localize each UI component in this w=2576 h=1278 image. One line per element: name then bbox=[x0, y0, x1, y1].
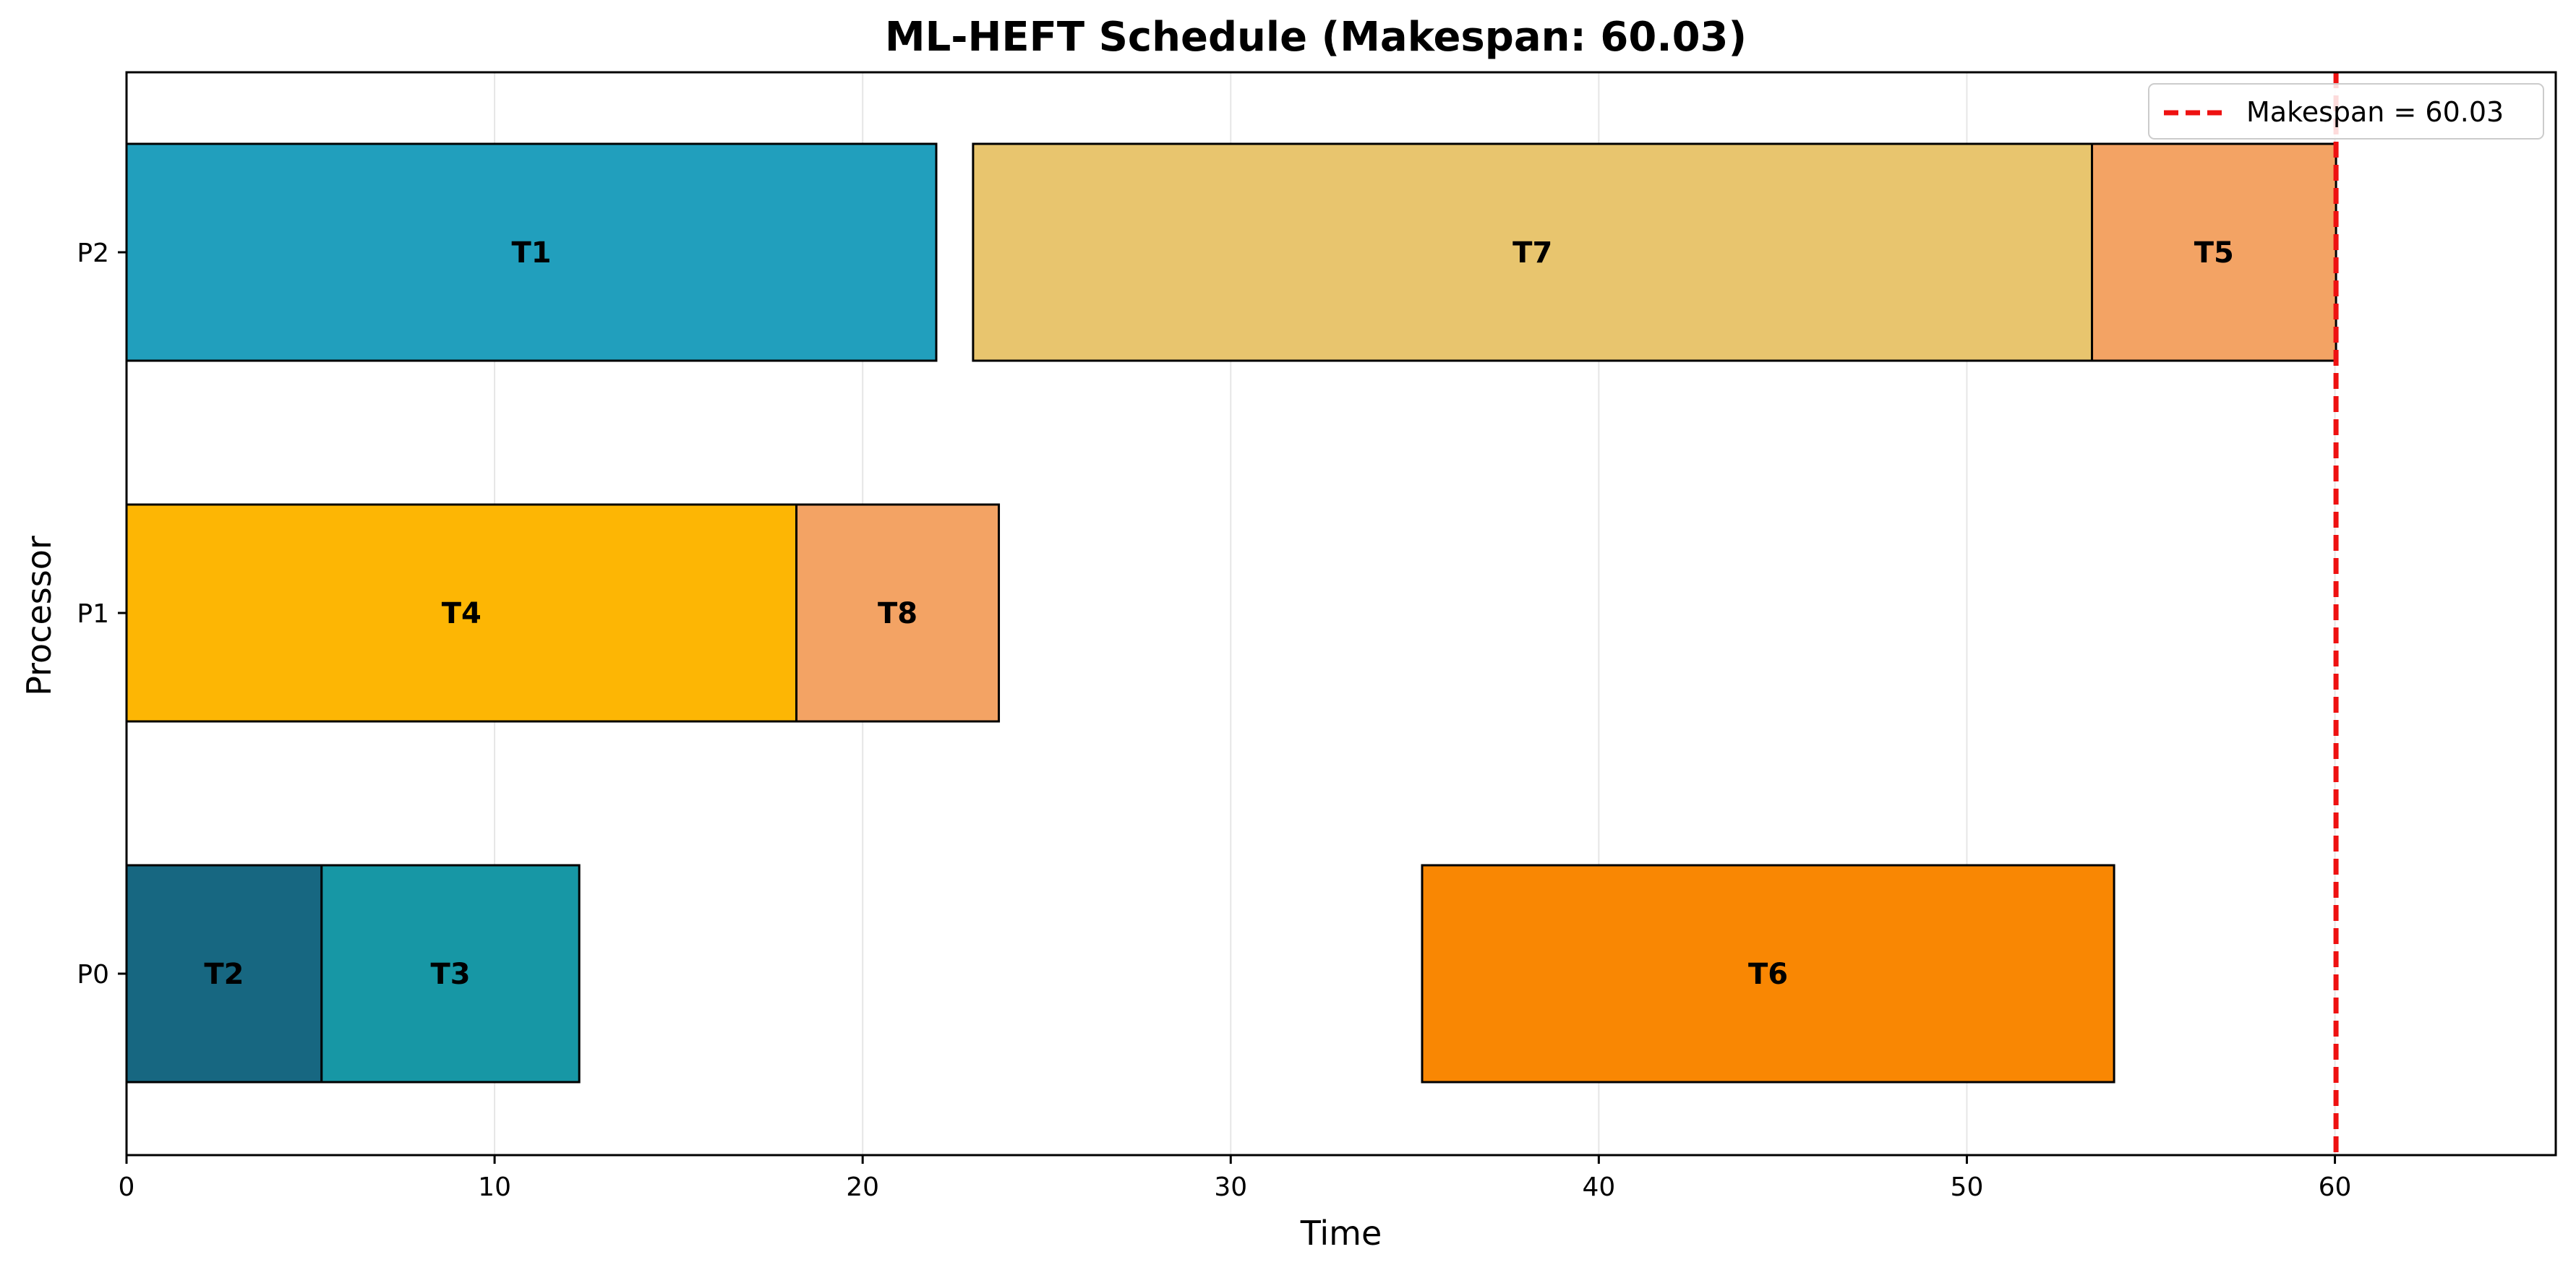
y-tick-label: P1 bbox=[77, 599, 109, 629]
x-tick-label: 50 bbox=[1951, 1172, 1984, 1202]
task-label: T2 bbox=[204, 958, 244, 991]
task-t4: T4 bbox=[125, 503, 798, 723]
task-t8: T8 bbox=[795, 503, 1001, 723]
task-label: T3 bbox=[430, 958, 470, 991]
task-t2: T2 bbox=[125, 864, 323, 1084]
y-axis-label: Processor bbox=[20, 536, 59, 696]
y-tick-label: P2 bbox=[77, 239, 109, 268]
task-bar bbox=[795, 503, 1001, 723]
task-label: T7 bbox=[1512, 236, 1552, 270]
task-bar bbox=[2091, 142, 2337, 362]
x-axis-label: Time bbox=[1300, 1214, 1382, 1253]
y-axis: P0 P1 P2 bbox=[77, 239, 127, 990]
task-t3: T3 bbox=[320, 864, 581, 1084]
task-bar bbox=[972, 142, 2094, 362]
legend-box bbox=[2148, 83, 2544, 140]
legend: Makespan = 60.03 bbox=[2148, 83, 2544, 140]
x-axis: 0 10 20 30 40 50 60 bbox=[119, 1155, 2352, 1202]
x-tick-label: 40 bbox=[1582, 1172, 1615, 1202]
task-label: T4 bbox=[442, 597, 482, 630]
y-tick-label: P0 bbox=[77, 960, 109, 990]
task-bars: T2 T3 T6 T4 T8 T1 T7 T5 bbox=[125, 142, 2337, 1084]
x-tick-label: 10 bbox=[478, 1172, 511, 1202]
x-tick-label: 20 bbox=[846, 1172, 879, 1202]
task-t6: T6 bbox=[1421, 864, 2115, 1084]
task-label: T6 bbox=[1748, 958, 1788, 991]
legend-makespan-label: Makespan = 60.03 bbox=[2246, 96, 2504, 128]
task-bar bbox=[1421, 864, 2115, 1084]
task-t5: T5 bbox=[2091, 142, 2337, 362]
task-t7: T7 bbox=[972, 142, 2094, 362]
task-bar bbox=[125, 503, 798, 723]
x-tick-label: 30 bbox=[1214, 1172, 1247, 1202]
task-label: T8 bbox=[878, 597, 917, 630]
task-t1: T1 bbox=[125, 142, 938, 362]
x-tick-label: 0 bbox=[119, 1172, 135, 1202]
task-bar bbox=[320, 864, 581, 1084]
x-tick-label: 60 bbox=[2319, 1172, 2352, 1202]
task-label: T1 bbox=[511, 236, 551, 270]
task-label: T5 bbox=[2194, 236, 2234, 270]
task-bar bbox=[125, 142, 938, 362]
chart-title: ML-HEFT Schedule (Makespan: 60.03) bbox=[885, 14, 1747, 61]
